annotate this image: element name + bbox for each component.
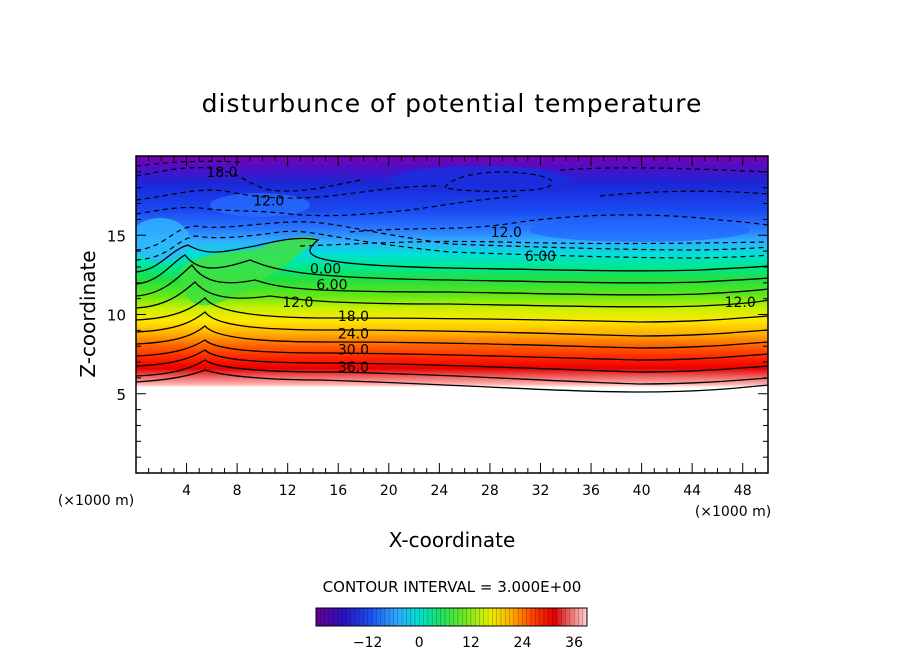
- contour-label: 24.0: [338, 327, 369, 343]
- contour-line: [136, 221, 768, 251]
- colorbar-steps: [320, 608, 583, 626]
- contour-label: 18.0: [338, 309, 369, 325]
- contour-line: [136, 264, 768, 297]
- contour-line: [136, 349, 768, 373]
- contour-label: 30.0: [338, 342, 369, 358]
- x-unit-right: (×1000 m): [695, 504, 771, 520]
- x-tick-label: 44: [683, 483, 701, 499]
- x-tick-label: 28: [481, 483, 499, 499]
- green-intrusion: [180, 236, 320, 306]
- contour-label: 12.0: [491, 225, 522, 241]
- x-tick-label: 12: [279, 483, 297, 499]
- negative-contours: [136, 160, 768, 261]
- contour-label: 12.0: [725, 295, 756, 311]
- y-tick-label: 10: [107, 307, 126, 325]
- colorbar-frame: [315, 607, 588, 627]
- x-tick-label: 8: [233, 483, 242, 499]
- blue-feature: [390, 166, 570, 194]
- contour-line: [299, 240, 768, 247]
- contour-label: 6.00: [316, 277, 347, 293]
- y-tick-label: 5: [116, 386, 126, 404]
- cyan-feature: [136, 218, 190, 262]
- contour-line: [136, 311, 768, 337]
- colorbar-tick-label: 12: [462, 635, 480, 651]
- contour-line: [136, 339, 768, 361]
- colorbar: −12 0 12 24 36: [315, 607, 588, 651]
- colorbar-gradient: [316, 608, 587, 626]
- colorbar-tick-label: 24: [514, 635, 532, 651]
- contour-label: 12.0: [253, 193, 284, 209]
- contour-label: 0.00: [310, 262, 341, 278]
- positive-contours: [136, 237, 768, 393]
- contour-line: [136, 297, 768, 323]
- contour-label: 18.0: [206, 165, 237, 181]
- x-tick-label: 4: [182, 483, 191, 499]
- colorbar-tick-label: −12: [353, 635, 383, 651]
- x-tick-label: 16: [329, 483, 347, 499]
- contour-line: [136, 185, 441, 201]
- contour-line: [136, 195, 521, 217]
- x-tick-label: 24: [430, 483, 448, 499]
- blue-feature: [530, 218, 750, 242]
- x-unit-left: (×1000 m): [58, 493, 134, 509]
- contour-label: 12.0: [282, 295, 313, 311]
- contour-line: [136, 281, 768, 309]
- x-tick-label: 32: [532, 483, 550, 499]
- contour-line: [136, 230, 768, 261]
- chart-title: disturbunce of potential temperature: [202, 89, 703, 118]
- contour-line: [559, 167, 768, 173]
- x-tick-label: 20: [380, 483, 398, 499]
- x-tick-label: 36: [582, 483, 600, 499]
- colorbar-ticks: −12 0 12 24 36: [353, 635, 583, 651]
- contour-line: [444, 171, 553, 192]
- contour-line: [136, 160, 241, 167]
- contour-line: [136, 369, 768, 393]
- x-tick-label: 40: [633, 483, 651, 499]
- contour-interval-note: CONTOUR INTERVAL = 3.000E+00: [323, 578, 582, 596]
- y-axis: 5 10 15: [107, 171, 768, 458]
- contour-line: [136, 254, 768, 285]
- y-axis-label: Z-coordinate: [76, 250, 100, 377]
- contour-line: [136, 325, 768, 349]
- y-tick-label: 15: [107, 227, 126, 245]
- contour-line: [599, 190, 768, 197]
- contour-line: [136, 359, 768, 385]
- colorbar-tick-label: 36: [565, 635, 583, 651]
- x-tick-label: 48: [734, 483, 752, 499]
- contour-label: 6.00: [525, 249, 556, 265]
- x-axis-label: X-coordinate: [389, 528, 516, 552]
- x-axis: 4 8 12 16 20 24 28 32 36 40 44 48: [148, 156, 756, 499]
- colorbar-tick-label: 0: [415, 635, 424, 651]
- contour-line: [136, 237, 768, 273]
- contour-label: 36.0: [338, 360, 369, 376]
- contour-line: [136, 167, 361, 192]
- contour-line: [349, 214, 768, 233]
